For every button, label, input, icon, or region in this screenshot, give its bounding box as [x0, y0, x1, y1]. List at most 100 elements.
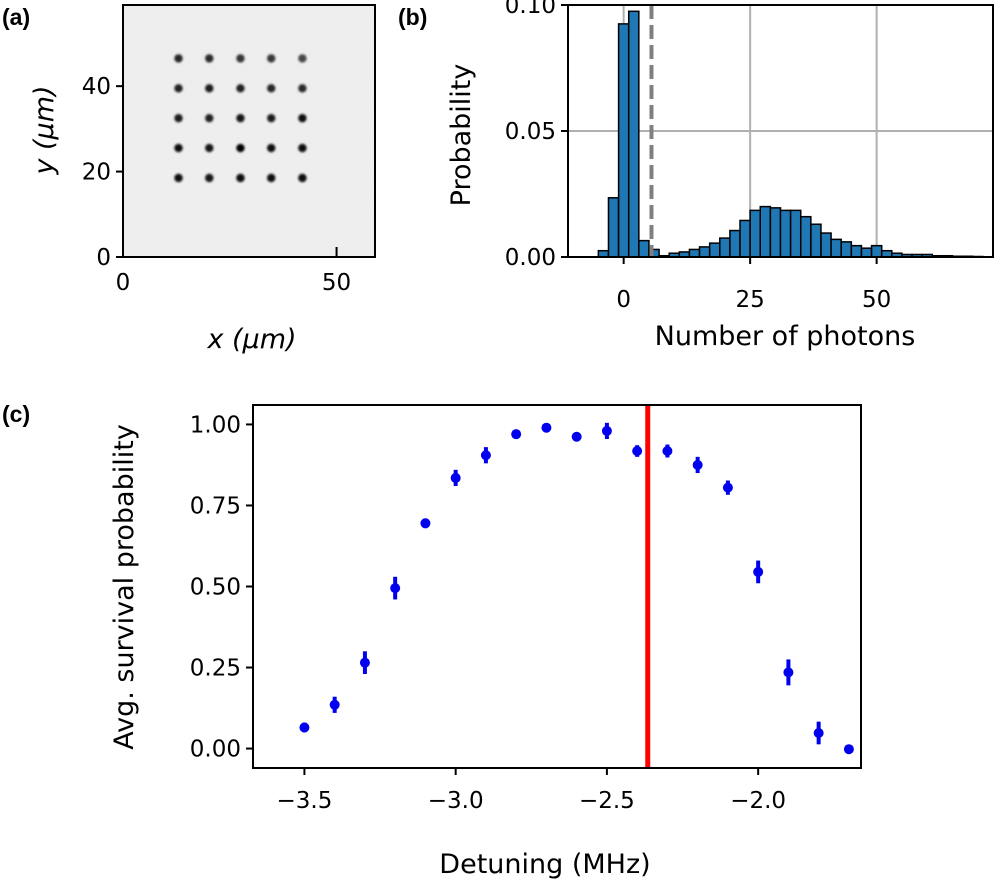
histogram-bar [810, 223, 822, 258]
atom-spot [267, 173, 276, 183]
histogram-bar [607, 197, 620, 258]
panel-label-a: (a) [2, 4, 30, 30]
y-tick-label: 0.50 [190, 575, 241, 601]
atom-spot [205, 54, 214, 63]
data-point [753, 566, 764, 577]
atom-spot [267, 143, 276, 153]
panel-c-xlabel: Detuning (MHz) [439, 849, 650, 880]
data-point [359, 657, 370, 668]
histogram-bar [617, 23, 630, 258]
panel-b-xlabel: Number of photons [655, 321, 916, 352]
panel-b-ylabel: Probability [446, 64, 477, 207]
x-tick-label: 50 [862, 287, 891, 313]
data-point [783, 667, 794, 678]
data-point [722, 482, 733, 493]
histogram-bar [627, 10, 640, 258]
histogram-bar [749, 209, 762, 258]
panel-label-c: (c) [2, 401, 30, 427]
y-tick-label: 0.05 [505, 119, 556, 145]
histogram-bar [708, 242, 721, 258]
histogram-bar [850, 244, 863, 258]
data-point [662, 446, 673, 457]
histogram-bar [759, 205, 772, 258]
data-point [601, 425, 612, 436]
histogram-bar [870, 244, 883, 258]
panel-c-ylabel: Avg. survival probability [109, 424, 140, 750]
y-tick-label: 1.00 [190, 412, 241, 438]
histogram-bar [719, 237, 731, 258]
histogram-bar [638, 239, 650, 258]
atom-spot [298, 143, 307, 153]
atom-spot [236, 143, 245, 153]
y-tick-label: 0.75 [190, 493, 241, 519]
data-point [390, 583, 401, 594]
atom-spot [267, 84, 276, 93]
panel-a-image: 0 50 0 20 40 x (μm) y (μm) [29, 4, 376, 355]
y-tick-label: 0.00 [190, 737, 241, 763]
panel-a-frame [122, 4, 376, 258]
histogram-bar [688, 248, 701, 258]
histogram-bar [739, 219, 751, 258]
atom-spot [205, 143, 214, 153]
y-tick-label: 0.25 [190, 656, 241, 682]
atom-spot [236, 84, 245, 93]
atom-spot [205, 173, 214, 183]
histogram-bar [729, 229, 741, 258]
data-point [813, 727, 824, 738]
atom-spot [205, 84, 214, 93]
atom-spot [267, 113, 276, 123]
panel-a-noise [123, 5, 375, 257]
atom-spot [236, 54, 245, 63]
data-point [692, 459, 703, 470]
atom-spot [298, 54, 307, 63]
histogram-bar [698, 246, 711, 258]
atom-spot [205, 113, 214, 123]
y-tick-label: 0.10 [505, 0, 556, 19]
atom-spot [236, 113, 245, 123]
data-point [299, 722, 310, 733]
atom-spot [298, 84, 307, 93]
atom-spot [174, 84, 183, 93]
data-point [511, 429, 522, 440]
data-point [632, 446, 643, 457]
panel-a-xlabel: x (μm) [206, 324, 296, 355]
panel-c-frame [252, 404, 862, 769]
x-tick-label: −2.0 [730, 788, 786, 814]
histogram-bar [860, 247, 873, 258]
y-tick-label: 0 [96, 245, 111, 271]
atom-spot [174, 173, 183, 183]
x-tick-label: 0 [116, 270, 131, 296]
data-point [843, 744, 854, 755]
histogram-bar [830, 238, 842, 258]
histogram-bar [789, 209, 802, 258]
y-tick-label: 0.00 [505, 245, 556, 271]
panel-b-histogram: 0 25 50 0.00 0.05 0.10 Number of photons Prob… [446, 0, 994, 352]
histogram-bar [799, 215, 812, 258]
histogram-bar [779, 209, 792, 258]
data-point [541, 422, 552, 433]
histogram-bar [820, 232, 832, 258]
atom-spot [236, 173, 245, 183]
x-tick-label: −3.5 [276, 788, 332, 814]
x-tick-label: −3.0 [428, 788, 484, 814]
atom-spot [267, 54, 276, 63]
histogram-bar [769, 207, 782, 258]
panel-label-b: (b) [398, 4, 427, 30]
y-tick-label: 40 [82, 74, 111, 100]
x-tick-label: 0 [616, 287, 631, 313]
atom-spot [174, 113, 183, 123]
x-tick-label: 50 [322, 270, 351, 296]
x-tick-label: 25 [736, 287, 765, 313]
atom-spot [174, 143, 183, 153]
data-point [420, 518, 431, 529]
data-point [571, 431, 582, 442]
atom-spot [298, 113, 307, 123]
data-point [480, 450, 491, 461]
data-point [329, 699, 340, 710]
histogram-bar [840, 241, 853, 258]
panel-a-ylabel: y (μm) [29, 85, 60, 175]
atom-spot [174, 54, 183, 63]
atom-spot [298, 173, 307, 183]
y-tick-label: 20 [82, 160, 111, 186]
